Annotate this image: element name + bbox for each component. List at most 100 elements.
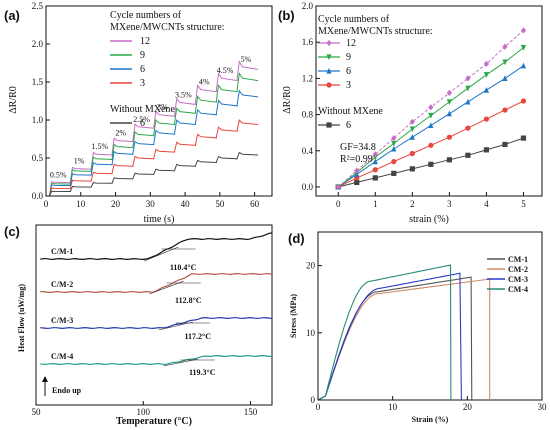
panel-b-marker-square: [409, 166, 415, 172]
panel-b-xtick-label: 4: [484, 199, 489, 209]
panel-a-xtick-label: 50: [215, 199, 225, 209]
panel-b-frame: [315, 5, 543, 197]
panel-b-marker-circle: [446, 134, 452, 140]
panel-d-series-line: [317, 272, 462, 401]
panel-b-marker-triangle-down: [391, 140, 397, 147]
panel-b-marker-circle: [502, 107, 508, 113]
panel-b-ytick-label: 2.0: [302, 1, 314, 11]
panel-b-marker-diamond: [326, 39, 332, 47]
panel-a-xtick-label: 40: [181, 199, 191, 209]
panel-b-marker-triangle-up: [428, 122, 434, 129]
panel-d-label: (d): [288, 231, 305, 246]
panel-d-ytick-label: 20: [306, 261, 316, 271]
panel-b-marker-triangle-up: [372, 158, 378, 165]
panel-a-legend-label: 6: [140, 64, 145, 75]
panel-b-xtick-label: 5: [521, 199, 526, 209]
panel-c-tangent-line: [144, 246, 179, 262]
panel-c-xlabel: Temperature (°C): [116, 416, 192, 427]
panel-c-series-line: [40, 354, 273, 366]
panel-a-ytick-label: 2.0: [32, 39, 44, 49]
panel-b-marker-triangle-up: [326, 67, 332, 74]
panel-b-marker-triangle-up: [483, 87, 490, 93]
panel-a-ytick-label: 1.5: [32, 77, 44, 87]
panel-b-marker-circle: [483, 116, 490, 122]
panel-b-ylabel: ΔR/R0: [282, 86, 293, 114]
panel-b-marker-triangle-down: [428, 112, 434, 119]
panel-b-marker-circle: [465, 125, 471, 131]
panel-d-ylabel: Stress (MPa): [289, 294, 298, 338]
panel-b-marker-circle: [520, 98, 527, 104]
panel-b-ytick-label: 0.4: [302, 146, 314, 156]
panel-c-tangent-line: [149, 280, 184, 295]
panel-b-ytick-label: 0.0: [302, 182, 314, 192]
panel-b-xtick-label: 2: [410, 199, 415, 209]
panel-b-marker-triangle-up: [520, 62, 527, 69]
panel-b-marker-diamond: [465, 75, 471, 82]
panel-c-series-line: [40, 316, 273, 330]
panel-b-marker-triangle-down: [446, 99, 452, 106]
panel-b-legend-label: 6: [346, 66, 351, 77]
panel-b-marker-diamond: [483, 60, 490, 68]
panel-b-marker-diamond: [354, 167, 360, 174]
panel-a-legend-title-1: Cycle numbers of: [110, 10, 182, 21]
panel-a-strain-label: 5%: [241, 55, 252, 64]
panel-b-marker-square: [446, 157, 452, 163]
panel-a-legend-label: 12: [140, 36, 150, 47]
panel-b-legend-label: 6: [346, 120, 351, 131]
panel-a-strain-label: 3%: [157, 103, 168, 112]
panel-a-xtick-label: 10: [76, 199, 86, 209]
panel-d-xlabel: Strain (%): [412, 415, 449, 424]
panel-b-legend-title-1: Cycle numbers of: [318, 14, 390, 25]
panel-b-marker-square: [391, 170, 397, 176]
endo-arrow-icon: [42, 376, 48, 382]
panel-c-series-name: C/M-4: [51, 352, 73, 361]
panel-b-label: (b): [278, 8, 295, 23]
panel-b-xlabel: strain (%): [409, 214, 449, 225]
panel-b-legend-label: 3: [346, 80, 351, 91]
panel-c-xtick-label: 100: [137, 407, 151, 417]
panel-b-marker-diamond: [520, 27, 527, 34]
panel-a-legend-title-2: MXene/MWCNTs structure:: [110, 22, 225, 33]
panel-a: (a) 0 10 20 30 40 50 60 0.0 0.5 1.0 1.5 2.0 2.5 tim…: [4, 1, 273, 225]
panel-b-marker-triangle-up: [465, 98, 471, 105]
panel-d-frame: [317, 231, 543, 401]
panel-b-legend-title-2: MXene/MWCNTs structure:: [318, 26, 433, 37]
panel-b-marker-square: [326, 122, 332, 128]
endo-label: Endo up: [52, 386, 82, 395]
panel-a-series-line: [47, 89, 259, 197]
panel-a-xtick-label: 60: [250, 199, 260, 209]
panel-c-series-name: C/M-3: [51, 316, 73, 325]
panel-d-xtick-label: 20: [463, 402, 473, 412]
panel-b-marker-diamond: [372, 151, 378, 158]
panel-b-marker-triangle-up: [446, 110, 452, 117]
panel-a-xtick-label: 20: [111, 199, 121, 209]
panel-d-xtick-label: 10: [388, 402, 398, 412]
panel-b-marker-triangle-down: [465, 85, 471, 92]
panel-b-marker-diamond: [446, 89, 452, 96]
panel-c-frame: [35, 224, 273, 406]
panel-a-legend-label: 3: [140, 78, 145, 89]
panel-a-strain-label: 3.5%: [175, 91, 192, 100]
panel-a-ylabel: ΔR/R0: [8, 86, 19, 114]
panel-a-ytick-label: 0.5: [32, 153, 44, 163]
panel-b-marker-triangle-down: [326, 54, 332, 61]
panel-c: (c) C/M-1 110.4°C C/M-2 112.8°C C/M-3 117.2°C…: [4, 224, 273, 427]
panel-b-marker-circle: [428, 142, 434, 148]
panel-d-legend-label: CM-4: [508, 285, 528, 294]
panel-a-frame: [45, 5, 273, 197]
panel-b-marker-diamond: [391, 134, 397, 142]
panel-a-series-line: [47, 119, 259, 197]
panel-a-strain-label: 0.5%: [50, 170, 67, 179]
panel-b-marker-circle: [372, 167, 378, 173]
panel-c-series-name: C/M-2: [51, 280, 73, 289]
panel-d-ytick-label: 10: [306, 328, 316, 338]
panel-b-xtick-label: 0: [336, 199, 341, 209]
panel-b-gf: GF=34.8: [340, 142, 376, 153]
panel-b-ytick-label: 1.2: [302, 73, 313, 83]
panel-b-marker-diamond: [502, 43, 508, 50]
panel-d-legend-label: CM-3: [508, 275, 528, 284]
panel-b-marker-triangle-up: [391, 145, 397, 152]
panel-a-strain-label: 2.5%: [133, 115, 150, 124]
panel-a-legend-subtitle: Without MXene: [110, 104, 175, 115]
panel-b-marker-circle: [391, 159, 397, 165]
